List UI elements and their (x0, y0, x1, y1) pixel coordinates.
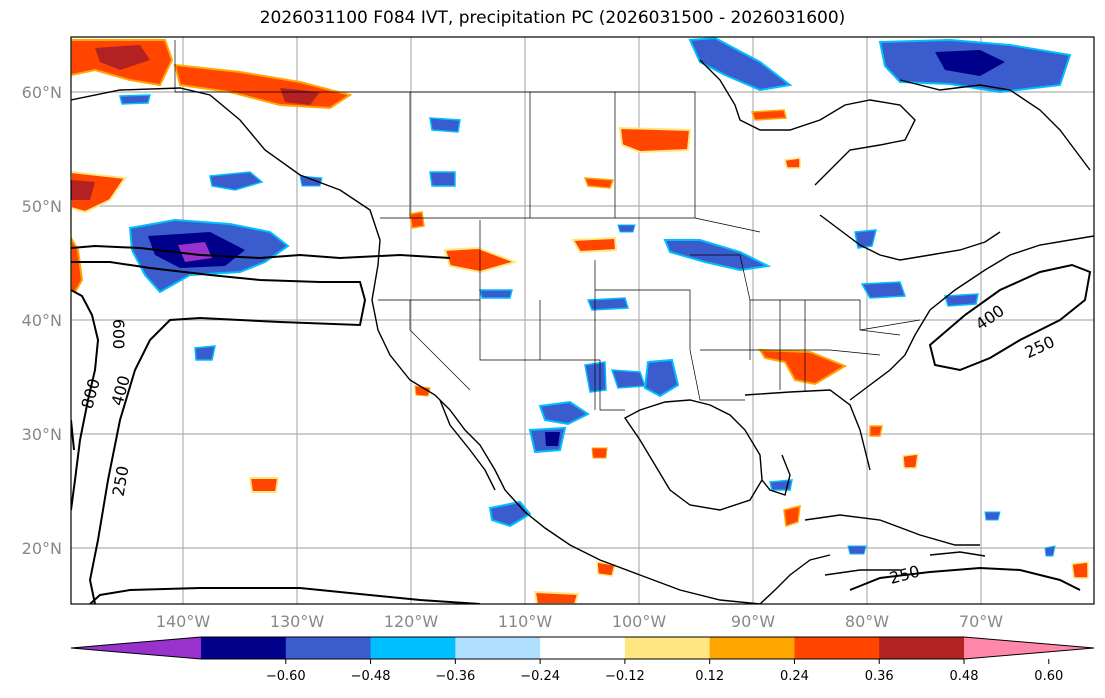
longitude-labels: 140°W 130°W 120°W 110°W 100°W 90°W 80°W … (156, 612, 1003, 631)
plot-frame (70, 36, 1095, 605)
lat-label-50n: 50°N (22, 197, 62, 216)
colorbar-tick-label: 0.48 (950, 669, 979, 684)
coastlines (71, 59, 1094, 604)
colorbar-segment (624, 637, 711, 659)
colorbar-tick-label: −0.48 (351, 669, 391, 684)
colorbar-outline (70, 636, 1095, 660)
precip-negative-areas (119, 37, 1072, 557)
contour-label: 600 (109, 319, 128, 350)
colorbar-tick-label: 0.24 (780, 669, 809, 684)
lon-label-140w: 140°W (156, 612, 211, 631)
lon-label-110w: 110°W (498, 612, 553, 631)
lon-label-120w: 120°W (384, 612, 439, 631)
lon-label-90w: 90°W (731, 612, 775, 631)
colorbar-tick-label: 0.60 (1034, 669, 1063, 684)
colorbar-segment (201, 637, 287, 659)
colorbar-tick-label: −0.60 (266, 669, 306, 684)
colorbar-segment (709, 637, 795, 659)
latitude-labels: 60°N 50°N 40°N 30°N 20°N (22, 83, 62, 558)
colorbar-tick-label: 0.36 (865, 669, 894, 684)
colorbar-tick-label: −0.12 (605, 669, 645, 684)
colorbar-extend-low (71, 637, 201, 659)
lon-label-70w: 70°W (959, 612, 1003, 631)
lat-label-40n: 40°N (22, 311, 62, 330)
colorbar-segment (794, 637, 880, 659)
colorbar-segment (285, 637, 372, 659)
political-borders (174, 40, 921, 411)
lat-label-20n: 20°N (22, 539, 62, 558)
lon-label-100w: 100°W (612, 612, 667, 631)
colorbar-segment (455, 637, 541, 659)
colorbar-tick-label: 0.12 (695, 669, 724, 684)
colorbar-segment (540, 637, 626, 659)
lon-label-130w: 130°W (270, 612, 325, 631)
colorbar-tick-label: −0.24 (520, 669, 560, 684)
colorbar-tick-label: −0.36 (435, 669, 475, 684)
lon-label-80w: 80°W (845, 612, 889, 631)
ivt-contours (71, 244, 1092, 604)
colorbar-segment (879, 637, 965, 659)
lat-label-30n: 30°N (22, 425, 62, 444)
lat-label-60n: 60°N (22, 83, 62, 102)
colorbar-segment (370, 637, 456, 659)
colorbar: −0.60 −0.48 −0.36 −0.24 −0.12 0.12 0.24 0.36 0.4… (70, 636, 1095, 684)
map-title: 2026031100 F084 IVT, precipitation PC (2… (259, 8, 846, 28)
colorbar-extend-high (964, 637, 1094, 659)
